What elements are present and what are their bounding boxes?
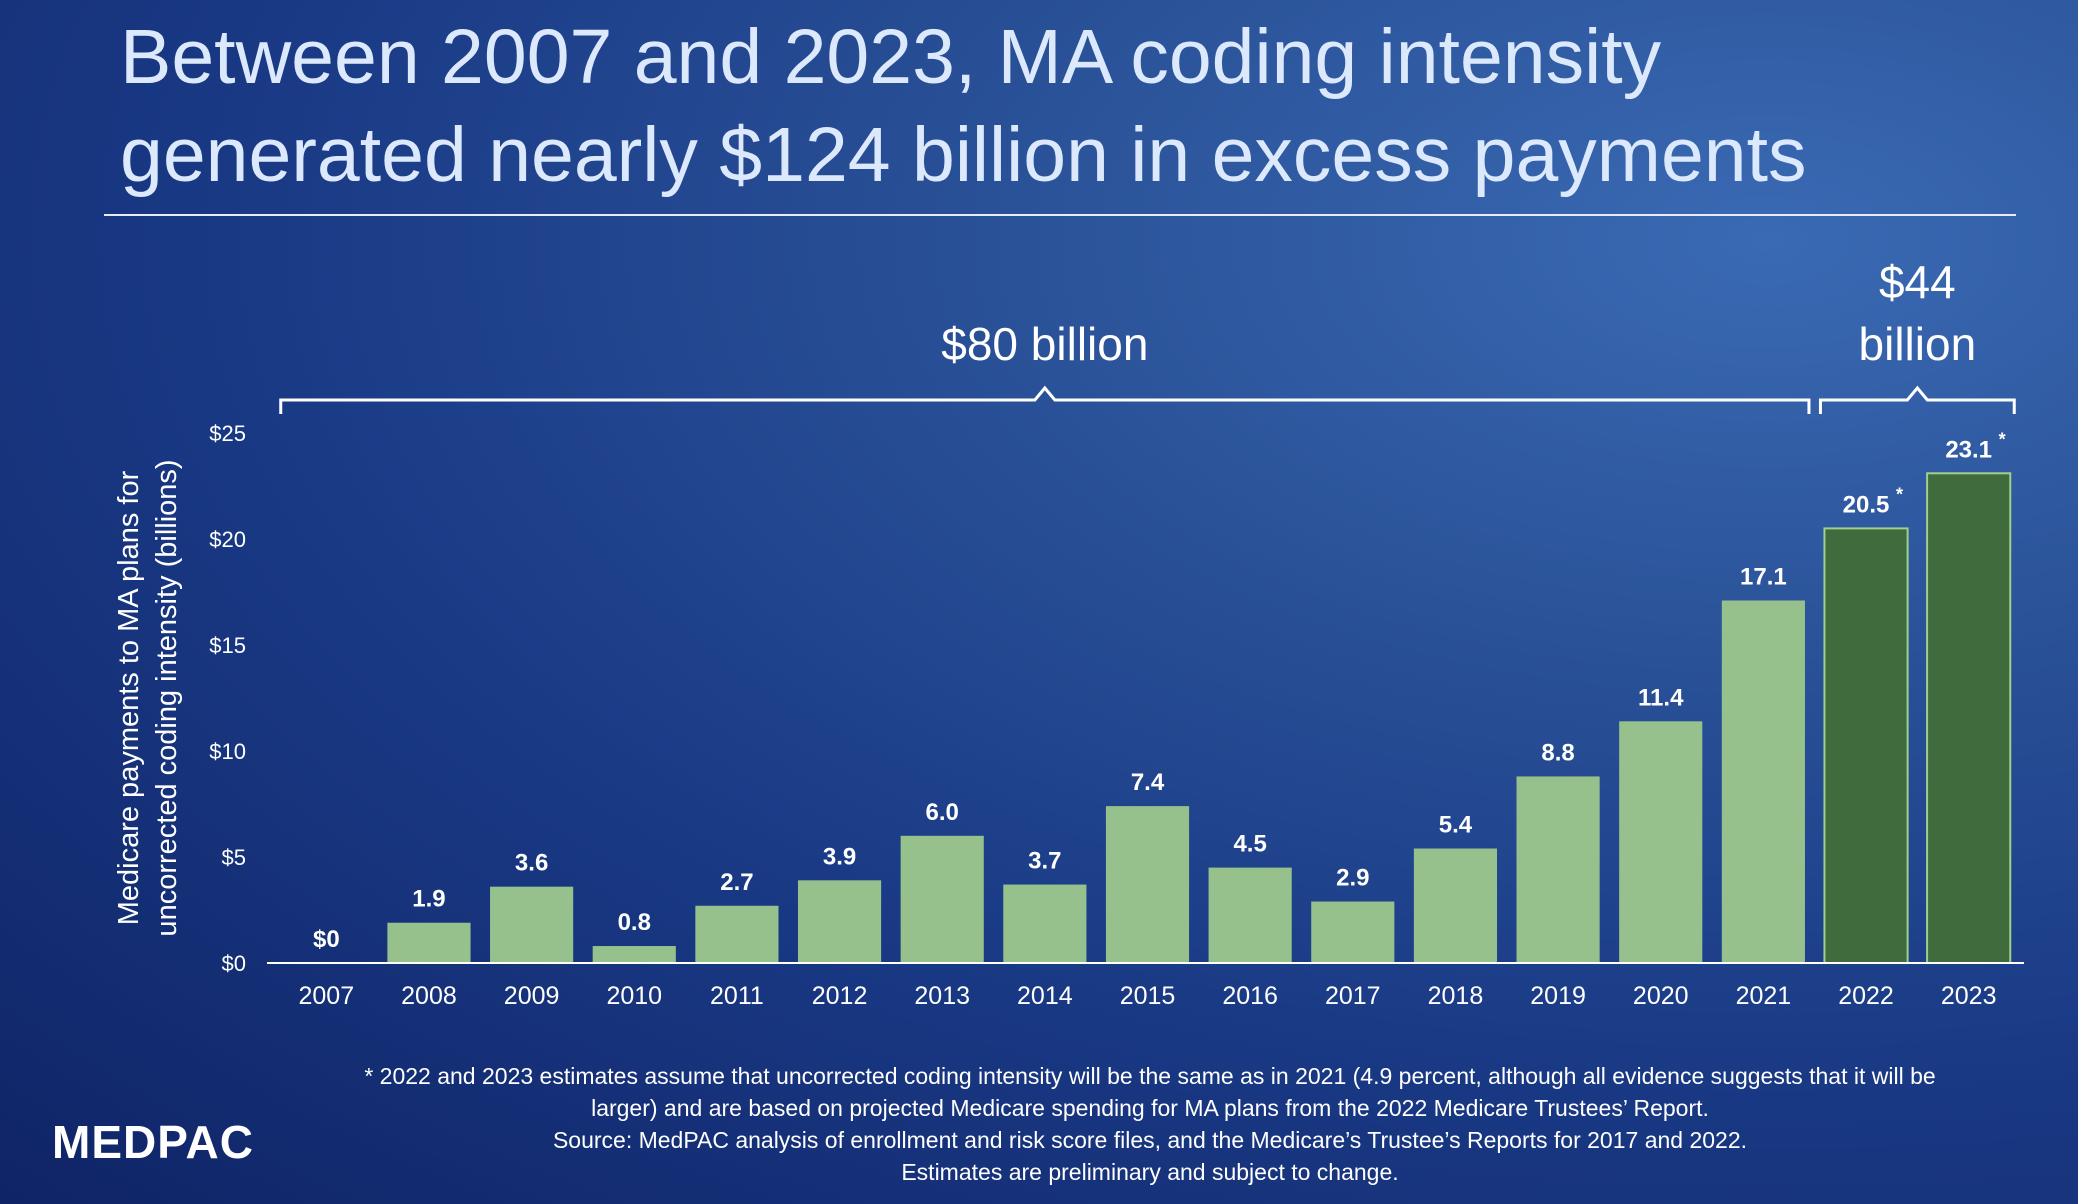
data-label-2018: 5.4 <box>1439 812 1473 839</box>
y-axis-label-line-2: uncorrected coding intensity (billions) <box>151 459 183 936</box>
bar-2014 <box>1003 884 1087 963</box>
bar-2021 <box>1721 600 1805 963</box>
x-tick-label-2009: 2009 <box>504 982 560 1010</box>
bar-2012 <box>797 880 882 963</box>
x-tick-label-2011: 2011 <box>710 982 764 1010</box>
x-tick-label-2008: 2008 <box>401 982 457 1010</box>
title-divider <box>104 214 2016 216</box>
data-label-2017: 2.9 <box>1336 865 1369 892</box>
bar-2022 <box>1823 527 1909 965</box>
estimate-marker: * <box>1999 429 2006 449</box>
x-tick-label-2012: 2012 <box>812 982 868 1010</box>
x-tick-label-2021: 2021 <box>1736 982 1792 1010</box>
data-label-2012: 3.9 <box>823 843 856 870</box>
bracket-label-0-0: $80 billion <box>941 318 1148 370</box>
data-label-2009: 3.6 <box>515 850 548 877</box>
bracket-label-1-0: $44 <box>1879 256 1956 308</box>
footnote-line-3: Source: MedPAC analysis of enrollment an… <box>552 1127 1748 1153</box>
x-tick-label-2020: 2020 <box>1633 982 1689 1010</box>
data-label-2023: 23.1 <box>1945 436 1992 463</box>
y-tick-label: $10 <box>209 739 246 764</box>
bar-2011 <box>695 905 779 963</box>
data-label-2022: 20.5 <box>1843 491 1890 518</box>
medpac-logo: MEDPAC <box>52 1116 254 1168</box>
bar-2009 <box>490 886 574 963</box>
footnote-line-1: * 2022 and 2023 estimates assume that un… <box>364 1063 1936 1089</box>
bar-2010 <box>592 946 676 963</box>
bar-2015 <box>1105 806 1190 963</box>
data-label-2019: 8.8 <box>1541 739 1574 766</box>
x-tick-label-2013: 2013 <box>914 982 970 1010</box>
data-label-2007: $0 <box>313 926 340 953</box>
y-tick-label: $25 <box>209 421 246 446</box>
bar-2016 <box>1208 867 1292 963</box>
data-label-2010: 0.8 <box>618 909 651 936</box>
bar-2020 <box>1619 721 1703 963</box>
x-tick-label-2014: 2014 <box>1017 982 1073 1010</box>
bar-2019 <box>1516 776 1600 963</box>
estimate-marker: * <box>1896 484 1903 504</box>
bar-2018 <box>1413 848 1498 963</box>
data-label-2013: 6.0 <box>926 799 959 826</box>
bar-2017 <box>1311 901 1395 963</box>
data-label-2008: 1.9 <box>412 886 445 913</box>
data-label-2014: 3.7 <box>1028 848 1061 875</box>
y-tick-label: $5 <box>222 845 246 870</box>
footnote-block: * 2022 and 2023 estimates assume that un… <box>240 1060 2060 1188</box>
data-label-2015: 7.4 <box>1131 769 1165 796</box>
y-tick-label: $20 <box>209 527 246 552</box>
x-tick-label-2019: 2019 <box>1530 982 1586 1010</box>
data-label-2011: 2.7 <box>720 869 753 896</box>
bracket-0 <box>279 385 1811 414</box>
bar-2023 <box>1926 472 2012 964</box>
page-title: Between 2007 and 2023, MA coding intensi… <box>120 8 2020 204</box>
bar-2013 <box>900 835 984 963</box>
x-tick-label-2022: 2022 <box>1838 982 1894 1010</box>
y-tick-label: $0 <box>222 951 246 976</box>
bracket-1 <box>1818 385 2016 414</box>
data-label-2021: 17.1 <box>1740 563 1787 590</box>
data-label-2016: 4.5 <box>1233 831 1266 858</box>
footnote-line-4: Estimates are preliminary and subject to… <box>901 1159 1399 1185</box>
x-tick-label-2018: 2018 <box>1428 982 1484 1010</box>
title-line-1: Between 2007 and 2023, MA coding intensi… <box>120 14 1662 100</box>
x-tick-label-2007: 2007 <box>299 982 355 1010</box>
y-tick-label: $15 <box>209 633 246 658</box>
data-label-2020: 11.4 <box>1638 684 1684 711</box>
y-axis-label-line-1: Medicare payments to MA plans for <box>113 470 145 925</box>
footnote-line-2: larger) and are based on projected Medic… <box>591 1095 1709 1121</box>
x-tick-label-2016: 2016 <box>1222 982 1278 1010</box>
x-tick-label-2010: 2010 <box>606 982 662 1010</box>
bracket-label-1-1: billion <box>1859 318 1977 370</box>
x-tick-label-2023: 2023 <box>1941 982 1997 1010</box>
title-line-2: generated nearly $124 billion in excess … <box>120 112 1807 198</box>
bar-2008 <box>387 922 471 963</box>
x-tick-label-2017: 2017 <box>1325 982 1381 1010</box>
x-tick-label-2015: 2015 <box>1120 982 1176 1010</box>
